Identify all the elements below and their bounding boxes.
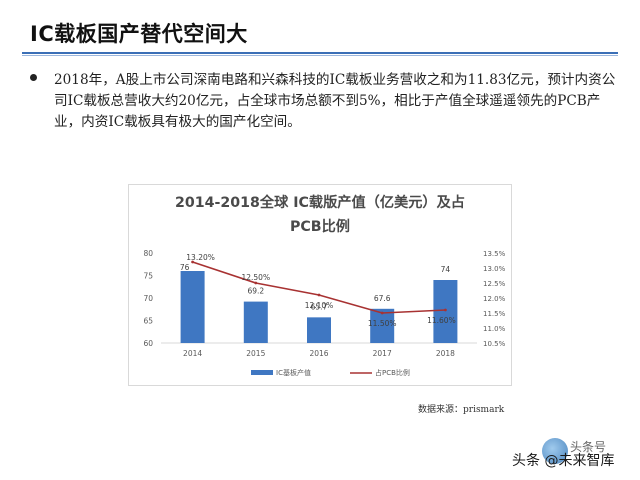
line-point bbox=[191, 260, 194, 264]
slide-title: IC载板国产替代空间大 bbox=[30, 22, 248, 46]
line-value-label: 11.60% bbox=[427, 316, 456, 325]
bar bbox=[243, 301, 268, 343]
y-left-tick-label: 65 bbox=[143, 317, 153, 326]
y-right-tick-label: 11.5% bbox=[483, 310, 506, 318]
bar bbox=[307, 317, 331, 343]
bullet-icon bbox=[30, 74, 37, 81]
chart-title-line-2: PCB比例 bbox=[290, 219, 350, 235]
x-tick-label: 2017 bbox=[373, 349, 392, 358]
bar-value-label: 67.6 bbox=[374, 294, 391, 303]
y-right-tick-label: 12.0% bbox=[483, 295, 506, 303]
y-left-tick-label: 75 bbox=[143, 272, 153, 281]
globe-icon bbox=[542, 438, 568, 464]
chart-title-line-1: 2014-2018全球 IC载版产值（亿美元）及占 bbox=[175, 195, 465, 211]
x-tick-label: 2018 bbox=[436, 349, 455, 358]
line-point bbox=[444, 308, 447, 312]
bar-value-label: 74 bbox=[441, 265, 451, 274]
bar bbox=[433, 280, 458, 343]
bar-value-label: 76 bbox=[180, 263, 190, 272]
y-left-tick-label: 70 bbox=[143, 294, 153, 303]
watermark: 头条号 头条 @未来智库 bbox=[512, 438, 632, 476]
bullet-text: 2018年，A股上市公司深南电路和兴森科技的IC载板业务营收之和为11.83亿元… bbox=[54, 72, 616, 130]
chart-panel: 2014-2018全球 IC载版产值（亿美元）及占 PCB比例 60 65 70 75… bbox=[128, 184, 512, 386]
legend-line-label: 占PCB比例 bbox=[375, 368, 410, 377]
bullet-paragraph: 2018年，A股上市公司深南电路和兴森科技的IC载板业务营收之和为11.83亿元… bbox=[30, 70, 620, 133]
watermark-text: 头条 @未来智库 bbox=[512, 453, 615, 469]
x-tick-label: 2016 bbox=[309, 349, 328, 358]
data-source-note: 数据来源：prismark bbox=[418, 405, 505, 415]
y-right-tick-label: 13.5% bbox=[483, 250, 506, 258]
y-right-tick-label: 13.0% bbox=[483, 265, 506, 273]
line-value-label: 13.20% bbox=[186, 253, 215, 262]
line-value-label: 12.50% bbox=[241, 273, 270, 282]
legend-bar-label: IC基板产值 bbox=[276, 368, 311, 377]
line-point bbox=[380, 311, 384, 315]
chart-title: 2014-2018全球 IC载版产值（亿美元）及占 PCB比例 bbox=[129, 191, 511, 239]
line-point bbox=[317, 293, 321, 297]
title-divider bbox=[22, 52, 618, 54]
x-tick-label: 2015 bbox=[246, 349, 265, 358]
line-value-label: 12.10% bbox=[305, 301, 334, 310]
title-divider-thin bbox=[22, 55, 618, 56]
bar bbox=[370, 308, 395, 343]
y-right-tick-label: 11.0% bbox=[483, 325, 506, 333]
watermark-top-text: 头条号 bbox=[570, 440, 607, 454]
y-left-tick-label: 80 bbox=[143, 249, 153, 258]
bar-value-label: 65.7 bbox=[311, 302, 328, 311]
y-right-tick-label: 12.5% bbox=[483, 280, 506, 288]
y-right-tick-label: 10.5% bbox=[483, 340, 506, 348]
combo-chart: 60 65 70 75 80 10.5% 11.0% 11.5% 12.0% 12.5% 13.0%… bbox=[143, 249, 506, 377]
x-tick-label: 2014 bbox=[183, 349, 202, 358]
legend-bar-swatch bbox=[251, 370, 273, 375]
line-point bbox=[254, 281, 258, 285]
y-left-tick-label: 60 bbox=[143, 339, 153, 348]
bar-value-label: 69.2 bbox=[247, 287, 264, 296]
line-value-label: 11.50% bbox=[368, 319, 397, 328]
bar bbox=[180, 271, 205, 343]
